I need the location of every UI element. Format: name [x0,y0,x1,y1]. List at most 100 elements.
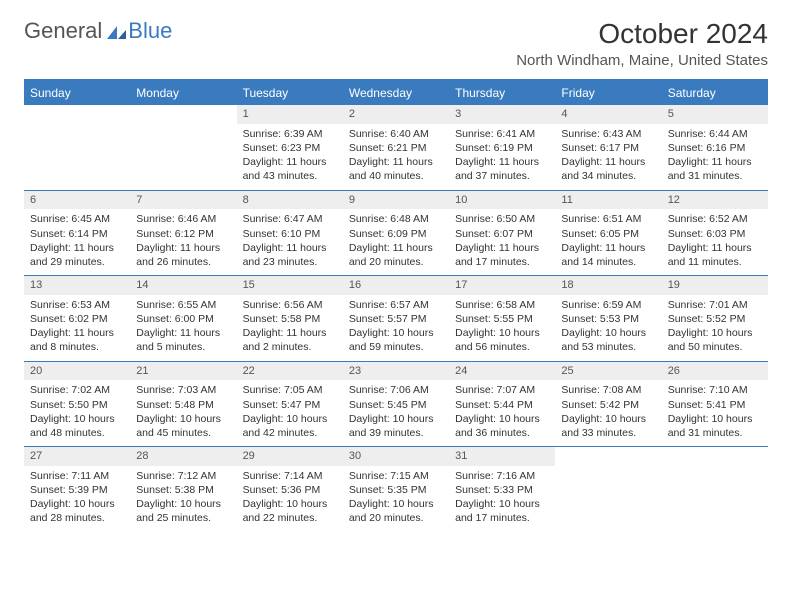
day-number: 26 [662,362,768,381]
day-cell: . [24,105,130,190]
daylight-line: Daylight: 10 hours and 36 minutes. [455,412,549,440]
daylight-line: Daylight: 11 hours and 31 minutes. [668,155,762,183]
daylight-line: Daylight: 10 hours and 39 minutes. [349,412,443,440]
week-row: 27Sunrise: 7:11 AMSunset: 5:39 PMDayligh… [24,447,768,532]
daylight-line: Daylight: 10 hours and 50 minutes. [668,326,762,354]
location-label: North Windham, Maine, United States [516,52,768,69]
daylight-line: Daylight: 11 hours and 17 minutes. [455,241,549,269]
day-number: 21 [130,362,236,381]
sunset-line: Sunset: 6:03 PM [668,227,762,241]
day-cell: 15Sunrise: 6:56 AMSunset: 5:58 PMDayligh… [237,276,343,361]
week-row: 13Sunrise: 6:53 AMSunset: 6:02 PMDayligh… [24,276,768,362]
day-number: 19 [662,276,768,295]
day-number: 30 [343,447,449,466]
sunrise-line: Sunrise: 6:50 AM [455,212,549,226]
week-row: 20Sunrise: 7:02 AMSunset: 5:50 PMDayligh… [24,362,768,448]
day-body: Sunrise: 7:10 AMSunset: 5:41 PMDaylight:… [662,380,768,446]
day-cell: 23Sunrise: 7:06 AMSunset: 5:45 PMDayligh… [343,362,449,447]
month-title: October 2024 [516,18,768,50]
daylight-line: Daylight: 11 hours and 26 minutes. [136,241,230,269]
sunset-line: Sunset: 5:42 PM [561,398,655,412]
weeks-container: ..1Sunrise: 6:39 AMSunset: 6:23 PMDaylig… [24,105,768,532]
day-number: 2 [343,105,449,124]
day-number: 25 [555,362,661,381]
sunrise-line: Sunrise: 7:12 AM [136,469,230,483]
daylight-line: Daylight: 11 hours and 11 minutes. [668,241,762,269]
day-body: Sunrise: 7:15 AMSunset: 5:35 PMDaylight:… [343,466,449,532]
sunset-line: Sunset: 5:39 PM [30,483,124,497]
dow-tuesday: Tuesday [237,81,343,105]
daylight-line: Daylight: 11 hours and 23 minutes. [243,241,337,269]
day-body: Sunrise: 6:45 AMSunset: 6:14 PMDaylight:… [24,209,130,275]
sunrise-line: Sunrise: 7:07 AM [455,383,549,397]
day-number: 20 [24,362,130,381]
daylight-line: Daylight: 10 hours and 59 minutes. [349,326,443,354]
day-number: 17 [449,276,555,295]
sunrise-line: Sunrise: 6:55 AM [136,298,230,312]
sunrise-line: Sunrise: 6:52 AM [668,212,762,226]
dow-saturday: Saturday [662,81,768,105]
daylight-line: Daylight: 11 hours and 37 minutes. [455,155,549,183]
title-block: October 2024 North Windham, Maine, Unite… [516,18,768,69]
day-body: Sunrise: 7:01 AMSunset: 5:52 PMDaylight:… [662,295,768,361]
sunset-line: Sunset: 6:02 PM [30,312,124,326]
sunrise-line: Sunrise: 7:11 AM [30,469,124,483]
day-number: 5 [662,105,768,124]
day-cell: 13Sunrise: 6:53 AMSunset: 6:02 PMDayligh… [24,276,130,361]
day-number: 10 [449,191,555,210]
day-number: 28 [130,447,236,466]
day-body: Sunrise: 6:40 AMSunset: 6:21 PMDaylight:… [343,124,449,190]
daylight-line: Daylight: 10 hours and 53 minutes. [561,326,655,354]
day-number: 6 [24,191,130,210]
day-cell: 26Sunrise: 7:10 AMSunset: 5:41 PMDayligh… [662,362,768,447]
day-number: 8 [237,191,343,210]
sunset-line: Sunset: 6:17 PM [561,141,655,155]
day-cell: 7Sunrise: 6:46 AMSunset: 6:12 PMDaylight… [130,191,236,276]
sunrise-line: Sunrise: 7:16 AM [455,469,549,483]
day-number: 24 [449,362,555,381]
week-row: 6Sunrise: 6:45 AMSunset: 6:14 PMDaylight… [24,191,768,277]
dow-wednesday: Wednesday [343,81,449,105]
day-number: 18 [555,276,661,295]
day-body: Sunrise: 6:55 AMSunset: 6:00 PMDaylight:… [130,295,236,361]
daylight-line: Daylight: 10 hours and 28 minutes. [30,497,124,525]
sunset-line: Sunset: 6:12 PM [136,227,230,241]
day-number: 1 [237,105,343,124]
week-row: ..1Sunrise: 6:39 AMSunset: 6:23 PMDaylig… [24,105,768,191]
day-body: Sunrise: 6:41 AMSunset: 6:19 PMDaylight:… [449,124,555,190]
day-number: 11 [555,191,661,210]
sunset-line: Sunset: 6:00 PM [136,312,230,326]
day-cell: 4Sunrise: 6:43 AMSunset: 6:17 PMDaylight… [555,105,661,190]
sunrise-line: Sunrise: 6:53 AM [30,298,124,312]
sunrise-line: Sunrise: 6:45 AM [30,212,124,226]
sunrise-line: Sunrise: 6:47 AM [243,212,337,226]
day-cell: 30Sunrise: 7:15 AMSunset: 5:35 PMDayligh… [343,447,449,532]
day-number: 7 [130,191,236,210]
day-body: Sunrise: 7:06 AMSunset: 5:45 PMDaylight:… [343,380,449,446]
day-cell: . [555,447,661,532]
day-cell: 5Sunrise: 6:44 AMSunset: 6:16 PMDaylight… [662,105,768,190]
logo: General Blue [24,18,172,44]
day-body: Sunrise: 7:02 AMSunset: 5:50 PMDaylight:… [24,380,130,446]
sunrise-line: Sunrise: 7:02 AM [30,383,124,397]
sunrise-line: Sunrise: 7:01 AM [668,298,762,312]
sunrise-line: Sunrise: 7:06 AM [349,383,443,397]
sunset-line: Sunset: 6:09 PM [349,227,443,241]
day-number: 9 [343,191,449,210]
daylight-line: Daylight: 11 hours and 20 minutes. [349,241,443,269]
header: General Blue October 2024 North Windham,… [24,18,768,69]
daylight-line: Daylight: 10 hours and 25 minutes. [136,497,230,525]
day-number: 4 [555,105,661,124]
sunset-line: Sunset: 5:57 PM [349,312,443,326]
day-cell: 18Sunrise: 6:59 AMSunset: 5:53 PMDayligh… [555,276,661,361]
day-number: 22 [237,362,343,381]
day-body: Sunrise: 6:51 AMSunset: 6:05 PMDaylight:… [555,209,661,275]
sunset-line: Sunset: 6:23 PM [243,141,337,155]
sunrise-line: Sunrise: 6:56 AM [243,298,337,312]
day-cell: 9Sunrise: 6:48 AMSunset: 6:09 PMDaylight… [343,191,449,276]
sunset-line: Sunset: 5:41 PM [668,398,762,412]
day-body: Sunrise: 6:53 AMSunset: 6:02 PMDaylight:… [24,295,130,361]
day-cell: 20Sunrise: 7:02 AMSunset: 5:50 PMDayligh… [24,362,130,447]
day-cell: 28Sunrise: 7:12 AMSunset: 5:38 PMDayligh… [130,447,236,532]
daylight-line: Daylight: 10 hours and 20 minutes. [349,497,443,525]
